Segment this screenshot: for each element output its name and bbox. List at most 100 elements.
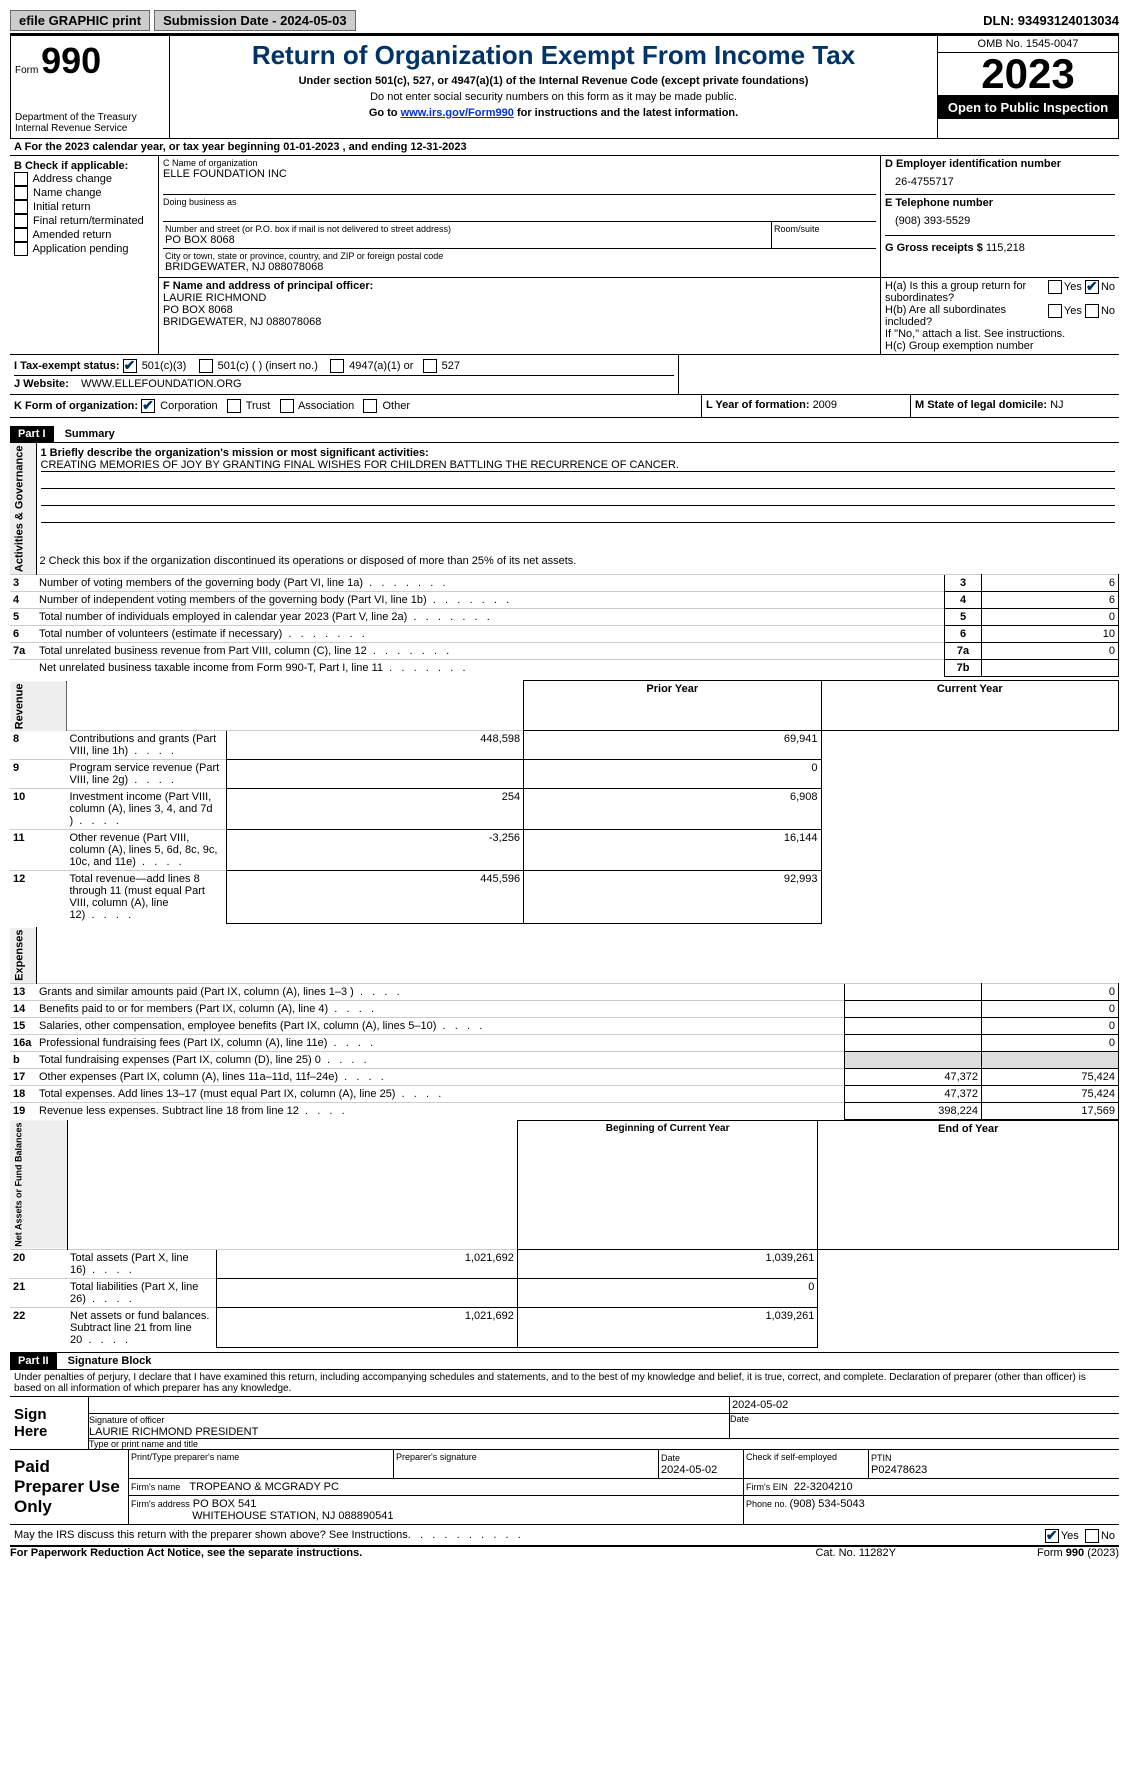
hb-no-checkbox[interactable] bbox=[1085, 304, 1099, 318]
boxb-option-checkbox[interactable] bbox=[14, 172, 28, 186]
instructions-link[interactable]: www.irs.gov/Form990 bbox=[401, 107, 514, 119]
website-value: WWW.ELLEFOUNDATION.ORG bbox=[81, 378, 242, 390]
ha-no-checkbox[interactable] bbox=[1085, 280, 1099, 294]
city-label: City or town, state or province, country… bbox=[165, 251, 874, 261]
efile-button[interactable]: efile GRAPHIC print bbox=[10, 10, 150, 31]
ag-vtext: Activities & Governance bbox=[10, 443, 36, 574]
discuss-yes-checkbox[interactable] bbox=[1045, 1529, 1059, 1543]
dba-label: Doing business as bbox=[163, 194, 876, 207]
tax-exempt-row: I Tax-exempt status: 501(c)(3) 501(c) ( … bbox=[14, 359, 674, 373]
summary-row: 4Number of independent voting members of… bbox=[10, 591, 1119, 608]
submission-button[interactable]: Submission Date - 2024-05-03 bbox=[154, 10, 356, 31]
firm-addr1: PO BOX 541 bbox=[193, 1498, 257, 1510]
gross-receipts-label: G Gross receipts $ bbox=[885, 242, 986, 254]
form-label: Form bbox=[15, 65, 38, 76]
ein-value: 26-4755717 bbox=[885, 170, 1115, 194]
boxb-option: Amended return bbox=[14, 228, 154, 242]
4947-checkbox[interactable] bbox=[330, 359, 344, 373]
boxb-option: Final return/terminated bbox=[14, 214, 154, 228]
paid-preparer-label: Paid Preparer Use Only bbox=[10, 1450, 129, 1525]
summary-row: 14Benefits paid to or for members (Part … bbox=[10, 1000, 1119, 1017]
form-title: Return of Organization Exempt From Incom… bbox=[174, 40, 933, 71]
corp-checkbox[interactable] bbox=[141, 399, 155, 413]
527-checkbox[interactable] bbox=[423, 359, 437, 373]
boxb-option-checkbox[interactable] bbox=[14, 242, 28, 256]
org-name-label: C Name of organization bbox=[163, 158, 876, 168]
summary-row: 12Total revenue—add lines 8 through 11 (… bbox=[10, 871, 1119, 924]
officer-label: F Name and address of principal officer: bbox=[163, 280, 876, 292]
ha-label: H(a) Is this a group return for subordin… bbox=[885, 280, 1048, 304]
hc-label: H(c) Group exemption number bbox=[885, 340, 1115, 352]
summary-row: 18Total expenses. Add lines 13–17 (must … bbox=[10, 1085, 1119, 1102]
tax-period: A For the 2023 calendar year, or tax yea… bbox=[10, 139, 1119, 156]
prior-year-header: Prior Year bbox=[524, 681, 821, 731]
line2-text: 2 Check this box if the organization dis… bbox=[36, 553, 1119, 575]
declaration-text: Under penalties of perjury, I declare th… bbox=[10, 1370, 1119, 1397]
top-bar: efile GRAPHIC print Submission Date - 20… bbox=[10, 10, 1119, 35]
boxb-option-checkbox[interactable] bbox=[14, 200, 28, 214]
goto-line: Go to www.irs.gov/Form990 for instructio… bbox=[174, 107, 933, 119]
form-warning: Do not enter social security numbers on … bbox=[174, 91, 933, 103]
sign-here-label: Sign Here bbox=[10, 1397, 89, 1450]
hb-note: If "No," attach a list. See instructions… bbox=[885, 328, 1115, 340]
prep-date: 2024-05-02 bbox=[661, 1464, 717, 1476]
summary-row: 19Revenue less expenses. Subtract line 1… bbox=[10, 1102, 1119, 1119]
officer-addr2: BRIDGEWATER, NJ 088078068 bbox=[163, 316, 876, 328]
summary-row: 9Program service revenue (Part VIII, lin… bbox=[10, 760, 1119, 789]
dln-text: DLN: 93493124013034 bbox=[983, 13, 1119, 28]
assoc-checkbox[interactable] bbox=[280, 399, 294, 413]
may-irs-discuss: May the IRS discuss this return with the… bbox=[10, 1525, 1119, 1547]
discuss-no-checkbox[interactable] bbox=[1085, 1529, 1099, 1543]
summary-row: 21Total liabilities (Part X, line 26) . … bbox=[10, 1278, 1119, 1307]
org-name: ELLE FOUNDATION INC bbox=[163, 168, 876, 180]
part1-title: Summary bbox=[57, 426, 123, 442]
form-org-label: K Form of organization: bbox=[14, 400, 138, 412]
state-domicile: NJ bbox=[1050, 399, 1063, 411]
form-number: 990 bbox=[41, 40, 101, 81]
boxb-option-checkbox[interactable] bbox=[14, 186, 28, 200]
boxb-option-checkbox[interactable] bbox=[14, 214, 28, 228]
form-footer: Form 990 (2023) bbox=[942, 1547, 1119, 1559]
gross-receipts: 115,218 bbox=[986, 242, 1025, 254]
boxb-option: Application pending bbox=[14, 242, 154, 256]
trust-checkbox[interactable] bbox=[227, 399, 241, 413]
cat-number: Cat. No. 11282Y bbox=[769, 1547, 942, 1559]
summary-row: 16aProfessional fundraising fees (Part I… bbox=[10, 1034, 1119, 1051]
summary-row: 15Salaries, other compensation, employee… bbox=[10, 1017, 1119, 1034]
street-address: PO BOX 8068 bbox=[165, 234, 769, 246]
summary-row: 11Other revenue (Part VIII, column (A), … bbox=[10, 830, 1119, 871]
other-checkbox[interactable] bbox=[363, 399, 377, 413]
ptin-value: P02478623 bbox=[871, 1464, 927, 1476]
summary-row: 5Total number of individuals employed in… bbox=[10, 608, 1119, 625]
boxb-option: Name change bbox=[14, 186, 154, 200]
exp-vtext: Expenses bbox=[10, 927, 36, 983]
room-label: Room/suite bbox=[774, 224, 874, 234]
form-subtitle: Under section 501(c), 527, or 4947(a)(1)… bbox=[174, 75, 933, 87]
summary-row: 6Total number of volunteers (estimate if… bbox=[10, 625, 1119, 642]
begin-year-header: Beginning of Current Year bbox=[517, 1120, 818, 1249]
part2-header: Part II bbox=[10, 1353, 57, 1369]
dept-text: Department of the Treasury Internal Reve… bbox=[15, 112, 165, 134]
form-header: Form 990 Department of the Treasury Inte… bbox=[10, 35, 1119, 139]
boxb-option-checkbox[interactable] bbox=[14, 228, 28, 242]
sig-date: 2024-05-02 bbox=[730, 1397, 1120, 1414]
officer-name: LAURIE RICHMOND bbox=[163, 292, 876, 304]
rev-vtext: Revenue bbox=[10, 681, 66, 731]
self-emp-check: Check if self-employed bbox=[744, 1450, 869, 1479]
box-b: B Check if applicable: Address change Na… bbox=[10, 156, 159, 355]
ha-yes-checkbox[interactable] bbox=[1048, 280, 1062, 294]
city-state-zip: BRIDGEWATER, NJ 088078068 bbox=[165, 261, 874, 273]
phone-value: (908) 393-5529 bbox=[885, 209, 1115, 233]
part1-header: Part I bbox=[10, 426, 54, 442]
501c-checkbox[interactable] bbox=[199, 359, 213, 373]
summary-row: 17Other expenses (Part IX, column (A), l… bbox=[10, 1068, 1119, 1085]
boxb-option: Address change bbox=[14, 172, 154, 186]
type-name-label: Type or print name and title bbox=[89, 1438, 1119, 1449]
addr-label: Number and street (or P.O. box if mail i… bbox=[165, 224, 769, 234]
summary-row: 20Total assets (Part X, line 16) . . . .… bbox=[10, 1249, 1119, 1278]
hb-yes-checkbox[interactable] bbox=[1048, 304, 1062, 318]
year-formation: 2009 bbox=[813, 399, 837, 411]
summary-row: 10Investment income (Part VIII, column (… bbox=[10, 789, 1119, 830]
paperwork-notice: For Paperwork Reduction Act Notice, see … bbox=[10, 1547, 769, 1559]
501c3-checkbox[interactable] bbox=[123, 359, 137, 373]
